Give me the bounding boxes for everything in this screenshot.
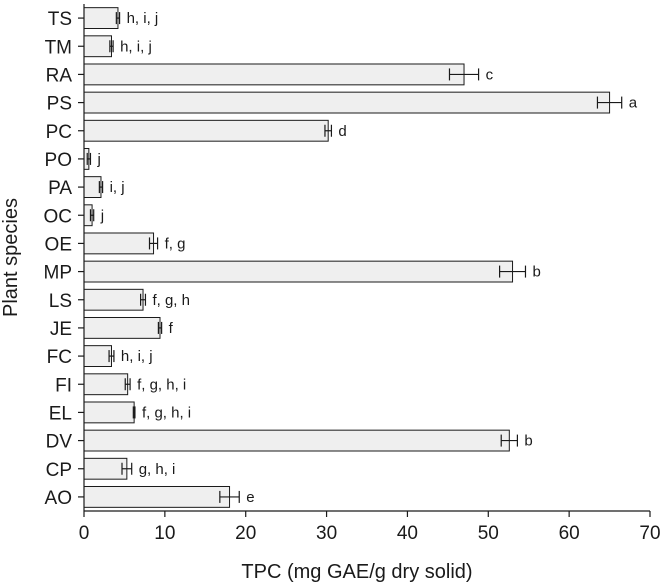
category-label-oc: OC — [44, 206, 73, 227]
x-tick-label-60: 60 — [559, 523, 580, 544]
significance-label-po: j — [96, 151, 100, 168]
error-bar-ra — [448, 68, 480, 81]
error-bars-layer — [86, 12, 623, 503]
error-bar-oe — [148, 237, 159, 250]
x-tick-layer: 0 10 20 30 40 50 60 70 — [79, 511, 661, 544]
significance-label-ao: e — [246, 489, 254, 506]
error-bar-ls — [140, 293, 147, 306]
bar-ra — [83, 63, 465, 86]
bar-pa — [83, 176, 102, 199]
error-bar-dv — [500, 434, 518, 447]
significance-label-pa: i, j — [110, 179, 125, 196]
category-label-ps: PS — [47, 94, 72, 115]
category-label-tm: TM — [45, 37, 72, 58]
bar-el — [83, 401, 135, 424]
significance-label-ra: c — [486, 66, 494, 83]
bar-ps — [83, 91, 611, 114]
bar-je — [83, 316, 161, 339]
significance-label-ls: f, g, h — [152, 292, 190, 309]
bar-fi — [83, 373, 129, 396]
category-label-po: PO — [45, 150, 72, 171]
significance-label-cp: g, h, i — [139, 461, 176, 478]
category-label-oe: OE — [45, 234, 72, 255]
category-label-fi: FI — [55, 375, 72, 396]
significance-label-dv: b — [524, 433, 532, 450]
significance-label-pc: d — [338, 123, 346, 140]
bar-tm — [83, 35, 112, 58]
error-bar-fc — [108, 350, 115, 363]
x-tick-label-0: 0 — [79, 523, 90, 544]
x-tick-label-70: 70 — [639, 523, 660, 544]
category-label-mp: MP — [44, 263, 73, 284]
category-label-pc: PC — [46, 122, 72, 143]
error-bar-ts — [115, 12, 121, 25]
x-tick-label-30: 30 — [316, 523, 337, 544]
error-bar-pa — [98, 181, 104, 194]
category-label-ls: LS — [49, 291, 72, 312]
error-bar-je — [157, 321, 163, 334]
significance-label-tm: h, i, j — [120, 38, 152, 55]
bar-mp — [83, 260, 514, 283]
bar-oe — [83, 232, 155, 255]
x-tick-label-50: 50 — [478, 523, 499, 544]
significance-label-ps: a — [629, 95, 638, 112]
significance-labels-layer: h, i, j h, i, j c a d j i, j j f, g b f, g, h f h, i… — [96, 10, 637, 506]
error-bar-po — [86, 152, 92, 165]
x-tick-label-40: 40 — [397, 523, 418, 544]
significance-label-ts: h, i, j — [127, 10, 159, 27]
bar-fc — [83, 345, 112, 368]
significance-label-el: f, g, h, i — [142, 404, 191, 421]
y-axis-title: Plant species — [0, 198, 22, 317]
category-label-je: JE — [50, 319, 72, 340]
significance-label-je: f — [169, 320, 174, 337]
significance-label-oc: j — [100, 207, 104, 224]
bar-pc — [83, 119, 329, 142]
error-bar-tm — [109, 40, 114, 53]
error-bar-fi — [124, 378, 131, 391]
category-label-ra: RA — [46, 65, 73, 86]
error-bar-oc — [89, 209, 95, 222]
error-bar-cp — [121, 462, 133, 475]
category-label-ao: AO — [45, 488, 72, 509]
bar-ls — [83, 288, 144, 311]
significance-label-fc: h, i, j — [121, 348, 153, 365]
category-label-pa: PA — [48, 178, 72, 199]
category-label-cp: CP — [46, 460, 72, 481]
error-bar-el — [132, 406, 136, 419]
x-tick-label-20: 20 — [235, 523, 256, 544]
x-axis-title: TPC (mg GAE/g dry solid) — [241, 561, 472, 583]
error-bar-pc — [324, 124, 333, 137]
error-bar-mp — [499, 265, 527, 278]
significance-label-mp: b — [532, 264, 540, 281]
error-bar-ao — [219, 490, 240, 503]
category-label-fc: FC — [47, 347, 72, 368]
category-labels-layer: TS TM RA PS PC PO PA OC OE MP LS JE FC FI EL DV CP AO — [44, 9, 84, 509]
error-bar-ps — [596, 96, 623, 109]
category-label-el: EL — [49, 403, 72, 424]
bar-cp — [83, 457, 128, 480]
x-tick-label-10: 10 — [154, 523, 175, 544]
category-label-ts: TS — [48, 9, 72, 30]
category-label-dv: DV — [46, 432, 73, 453]
significance-label-fi: f, g, h, i — [137, 376, 186, 393]
significance-label-oe: f, g — [165, 235, 186, 252]
bar-dv — [83, 429, 510, 452]
bar-ts — [83, 7, 119, 30]
bar-ao — [83, 485, 231, 508]
